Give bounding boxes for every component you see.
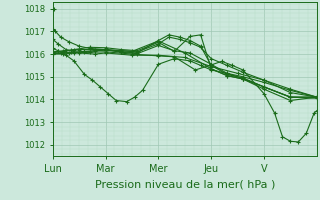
- X-axis label: Pression niveau de la mer( hPa ): Pression niveau de la mer( hPa ): [95, 179, 275, 189]
